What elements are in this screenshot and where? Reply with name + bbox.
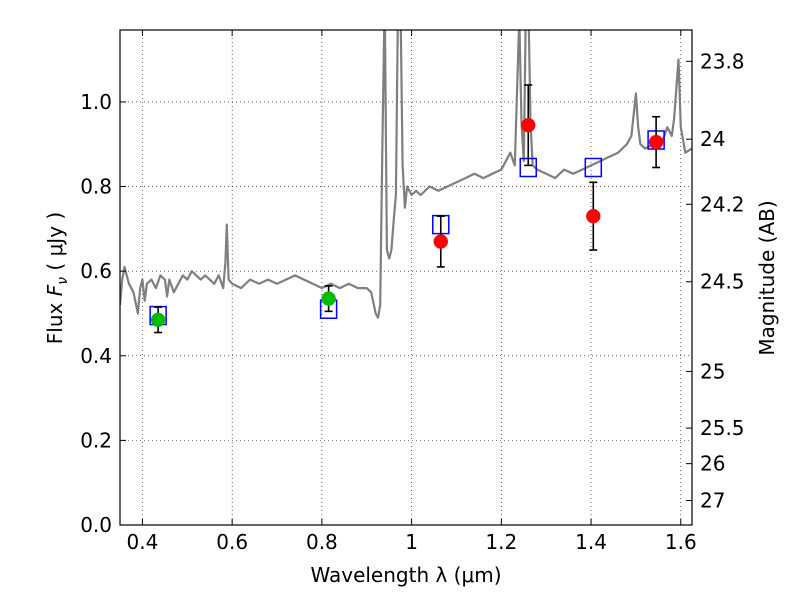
y-tick-label: 0.0 [80, 513, 112, 537]
y-tick-label: 0.6 [80, 259, 112, 283]
y-tick-label: 0.2 [80, 428, 112, 452]
y2-tick-label: 26 [700, 452, 725, 476]
plot-background [120, 30, 692, 525]
data-layer [120, 30, 692, 334]
x-tick-label: 1.2 [485, 530, 517, 554]
y-tick-label: 1.0 [80, 90, 112, 114]
observed-point [521, 117, 536, 133]
y-axis-label-subscript: ν [55, 277, 71, 285]
y2-tick-label: 27 [700, 488, 725, 512]
y-axis-label-symbol: F [43, 284, 67, 296]
observed-point [586, 208, 601, 224]
x-tick-label: 1.4 [575, 530, 607, 554]
y2-tick-label: 24 [700, 127, 725, 151]
y-axis-label-prefix: Flux [43, 296, 67, 344]
x-tick-label: 1 [405, 530, 418, 554]
observed-point [648, 134, 664, 150]
x-tick-label: 1.6 [665, 530, 697, 554]
y2-tick-label: 25 [700, 359, 725, 383]
spectrum-line [120, 30, 692, 319]
x-tick-label: 0.4 [127, 530, 159, 554]
observed-point [433, 234, 449, 249]
y-axis-label-suffix: ( μJy ) [43, 212, 67, 277]
y2-axis-label: Magnitude (AB) [755, 200, 779, 355]
y-tick-label: 0.4 [80, 344, 112, 368]
y2-tick-label: 24.5 [700, 270, 745, 294]
model-point-square [584, 157, 603, 178]
x-tick-label: 0.8 [306, 530, 338, 554]
y-axis-label: Flux Fν ( μJy ) [43, 212, 71, 344]
plot-frame [119, 29, 693, 526]
ticks: 0.4 0.6 0.8 1 1.2 1.4 1.6 0.0 0.2 0.4 0.6 0.8 1.0 23.… [80, 30, 745, 554]
y2-tick-label: 24.2 [700, 192, 745, 216]
y-tick-label: 0.8 [80, 175, 112, 199]
observed-point [150, 312, 166, 328]
y2-tick-label: 23.8 [700, 49, 745, 73]
x-tick-label: 0.6 [216, 530, 248, 554]
y2-tick-label: 25.5 [700, 416, 745, 440]
observed-point [321, 291, 336, 306]
x-axis-label: Wavelength λ (μm) [310, 563, 501, 587]
